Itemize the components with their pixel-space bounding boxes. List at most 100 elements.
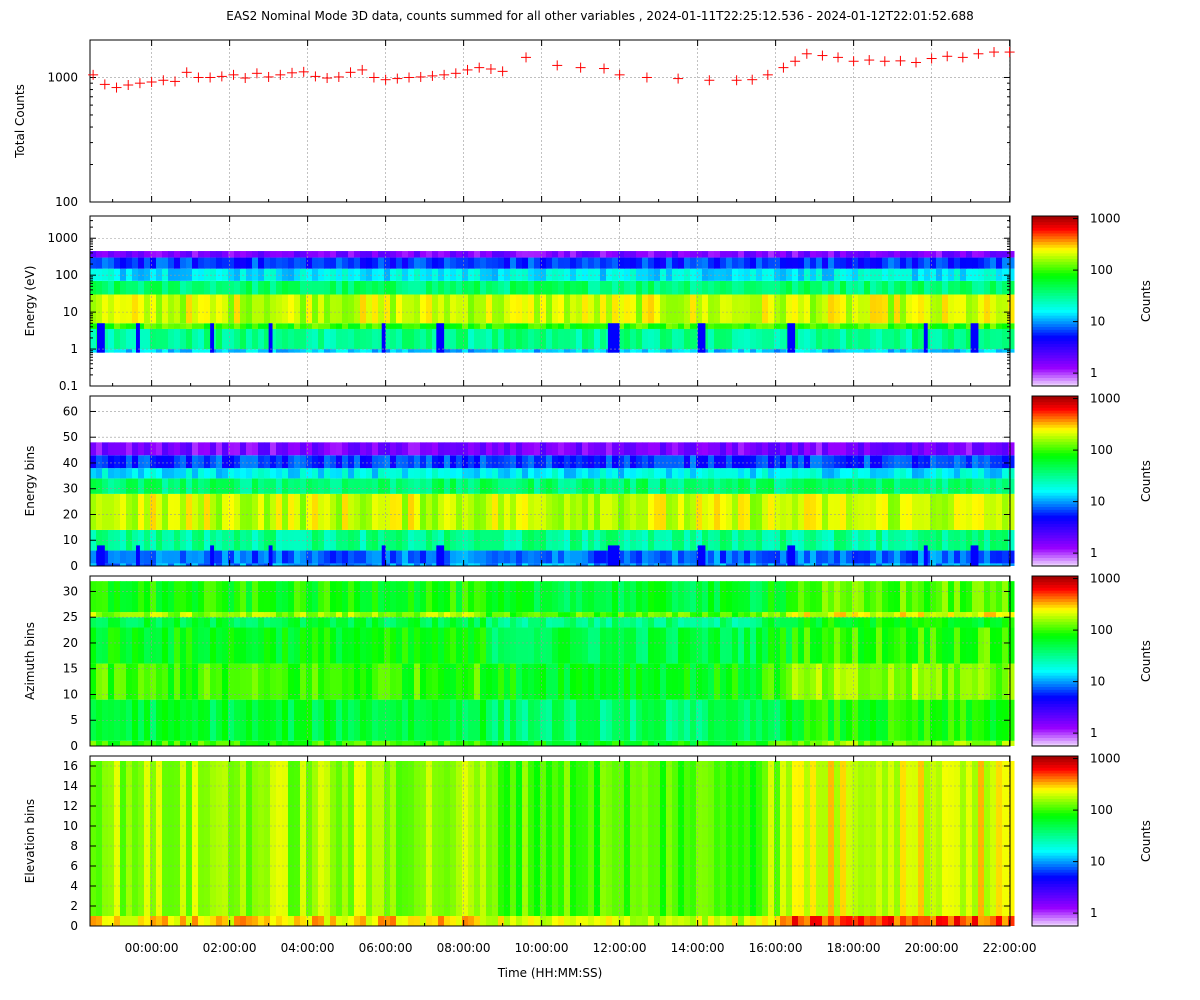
heatmap-cell [228, 627, 235, 664]
heatmap-cell [396, 455, 403, 469]
heatmap-cell [366, 563, 373, 566]
colorbar-segment [1032, 584, 1078, 588]
heatmap-cell [402, 442, 409, 456]
heatmap-cell [936, 323, 943, 329]
colorbar-tick-label: 10 [1090, 315, 1105, 329]
heatmap-cell [96, 740, 103, 746]
heatmap-cell [678, 478, 685, 494]
heatmap-cell [882, 916, 889, 926]
heatmap-cell [354, 268, 361, 281]
heatmap-cell [312, 612, 319, 618]
heatmap-cell [384, 663, 391, 700]
heatmap-cell [786, 627, 793, 664]
heatmap-cell [582, 617, 589, 628]
heatmap-cell [792, 740, 799, 746]
heatmap-cell [672, 328, 679, 350]
heatmap-cell [618, 627, 625, 664]
heatmap-cell [336, 294, 343, 324]
colorbar-segment [1032, 855, 1078, 859]
heatmap-cell [510, 455, 517, 469]
heatmap-cell [102, 323, 109, 329]
heatmap-cell [456, 627, 463, 664]
heatmap-cell [912, 442, 919, 456]
heatmap-cell [264, 478, 271, 494]
heatmap-cell [282, 617, 289, 628]
colorbar-segment [1032, 235, 1078, 240]
heatmap-cell [576, 257, 583, 269]
heatmap-cell [570, 617, 577, 628]
heatmap-cell [720, 612, 727, 618]
heatmap-cell [522, 468, 529, 479]
heatmap-cell [882, 328, 889, 350]
heatmap-cell [480, 740, 487, 746]
heatmap-cell [408, 478, 415, 494]
heatmap-cell [138, 916, 145, 926]
heatmap-cell [720, 280, 727, 295]
heatmap-cell [456, 563, 463, 566]
heatmap-cell [834, 268, 841, 281]
colorbar-segment [1032, 666, 1078, 670]
heatmap-cell [762, 699, 769, 741]
heatmap-cell [402, 563, 409, 566]
heatmap-cell [516, 493, 523, 530]
heatmap-cell [516, 349, 523, 353]
heatmap-cell [618, 468, 625, 479]
colorbar-segment [1032, 326, 1078, 330]
heatmap-cell [882, 280, 889, 295]
heatmap-cell [888, 280, 895, 295]
heatmap-cell [888, 493, 895, 530]
heatmap-cell [234, 268, 241, 281]
heatmap-cell [738, 442, 745, 456]
heatmap-cell [222, 740, 229, 746]
heatmap-cell [540, 442, 547, 456]
colorbar-segment [1032, 770, 1078, 774]
heatmap-cell [594, 612, 601, 618]
heatmap-cell [408, 442, 415, 456]
heatmap-cell [612, 257, 619, 269]
heatmap-cell [228, 328, 235, 350]
colorbar-segment [1032, 315, 1078, 319]
heatmap-cell [600, 257, 607, 269]
colorbar-segment [1032, 495, 1078, 499]
heatmap-cell [774, 550, 781, 564]
heatmap-cell [942, 761, 949, 916]
heatmap-cell [534, 323, 541, 329]
heatmap-cell [732, 663, 739, 700]
heatmap-cell [486, 493, 493, 530]
heatmap-cell [498, 280, 505, 295]
heatmap-cell [696, 268, 703, 281]
heatmap-cell [750, 468, 757, 479]
heatmap-cell [480, 563, 487, 566]
heatmap-cell [966, 563, 973, 566]
heatmap-cell [816, 257, 823, 269]
heatmap-cell [132, 468, 139, 479]
heatmap-cell [552, 468, 559, 479]
heatmap-cell [462, 478, 469, 494]
heatmap-cell [864, 612, 871, 618]
heatmap-cell [1002, 493, 1009, 530]
heatmap-cell [288, 581, 295, 613]
heatmap-cell [438, 455, 445, 469]
heatmap-cell [828, 323, 835, 329]
heatmap-cell [720, 468, 727, 479]
colorbar-tick-label: 100 [1090, 443, 1113, 457]
heatmap-cell [378, 550, 385, 564]
y-tick-label: 10 [63, 305, 78, 319]
heatmap-cell [120, 563, 127, 566]
heatmap-cell [510, 323, 517, 329]
heatmap-cell [858, 328, 865, 350]
heatmap-cell [126, 349, 133, 353]
heatmap-cell [828, 280, 835, 295]
heatmap-cell [672, 916, 679, 926]
heatmap-cell [270, 663, 277, 700]
heatmap-cell [534, 563, 541, 566]
heatmap-cell [492, 916, 499, 926]
heatmap-cell [660, 328, 667, 350]
heatmap-cell [864, 916, 871, 926]
heatmap-cell [402, 612, 409, 618]
heatmap-cell [738, 740, 745, 746]
heatmap-cell [462, 612, 469, 618]
heatmap-cell [900, 268, 907, 281]
heatmap-cell [522, 550, 529, 564]
heatmap-cell [780, 581, 787, 613]
